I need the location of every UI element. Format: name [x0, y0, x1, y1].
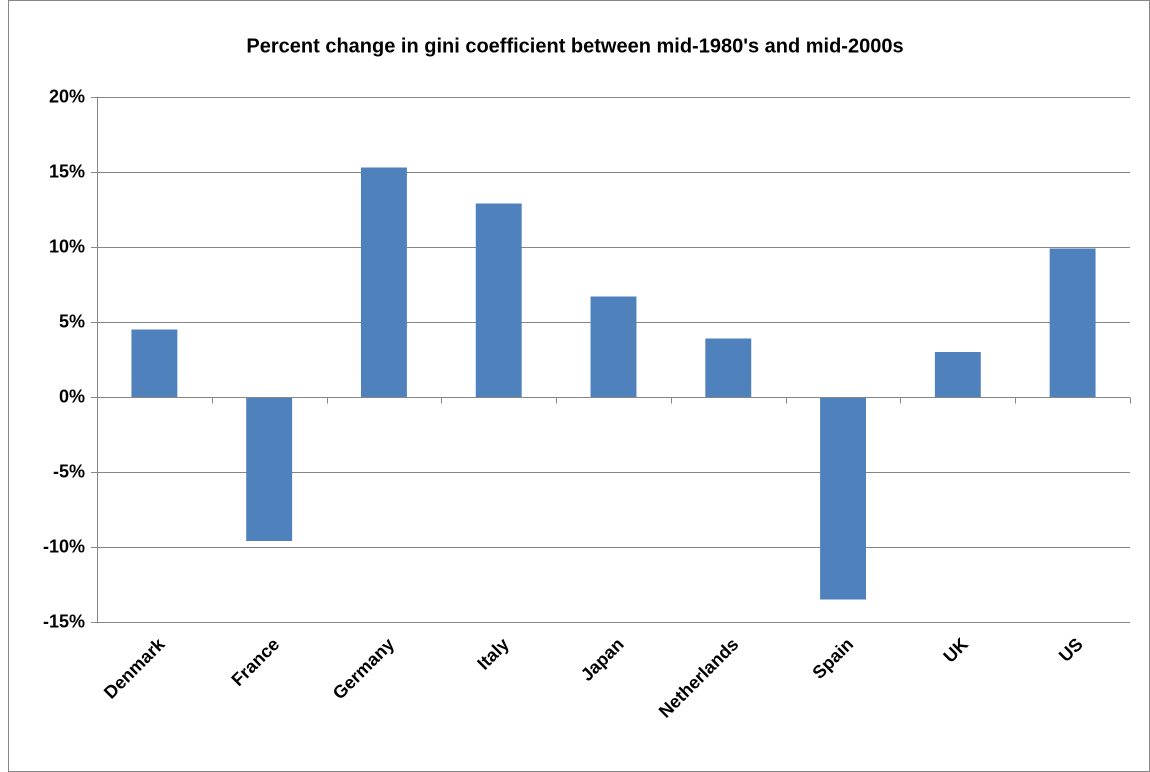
y-tick-label: 0%	[59, 386, 85, 406]
bar	[475, 203, 522, 397]
chart-title: Percent change in gini coefficient betwe…	[246, 35, 903, 57]
bar	[934, 352, 981, 397]
bar	[131, 329, 178, 397]
bar	[246, 397, 293, 541]
y-tick-label: 20%	[49, 86, 85, 106]
bar	[1049, 248, 1096, 397]
y-tick-label: 15%	[49, 161, 85, 181]
y-tick-label: -10%	[43, 536, 85, 556]
y-tick-label: 5%	[59, 311, 85, 331]
bar	[360, 167, 407, 397]
y-tick-label: -15%	[43, 611, 85, 631]
bar	[590, 296, 637, 397]
bar	[705, 338, 752, 397]
bar	[820, 397, 867, 600]
y-tick-label: -5%	[53, 461, 85, 481]
y-tick-label: 10%	[49, 236, 85, 256]
